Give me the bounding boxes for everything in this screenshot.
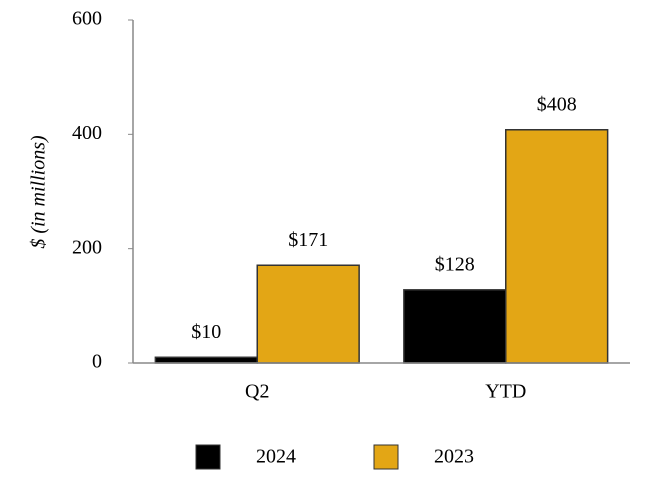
y-tick-label: 400: [72, 122, 102, 144]
y-axis-label: $ (in millions): [28, 135, 50, 249]
value-label: $408: [537, 93, 577, 115]
x-tick-label: Q2: [245, 381, 269, 403]
value-label: $128: [435, 253, 475, 275]
bar: [154, 356, 259, 364]
y-tick-label: 600: [72, 8, 102, 30]
legend-swatch: [373, 444, 399, 470]
legend-label: 2023: [434, 446, 474, 468]
y-tick-label: 200: [72, 236, 102, 258]
legend-label: 2024: [256, 446, 296, 468]
value-label: $10: [191, 321, 221, 343]
value-label: $171: [288, 229, 328, 251]
y-tick-label: 0: [92, 351, 102, 373]
bar: [505, 129, 609, 364]
bar: [403, 289, 507, 364]
bar: [256, 264, 360, 364]
x-tick-label: YTD: [485, 381, 526, 403]
legend-swatch: [195, 444, 221, 470]
